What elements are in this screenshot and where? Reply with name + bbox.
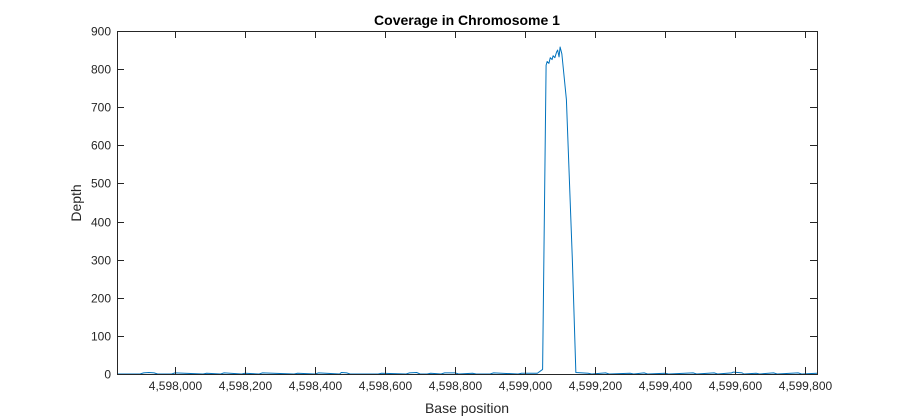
x-tick-label: 4,599,000 (499, 379, 553, 393)
axes-frame (117, 31, 818, 375)
x-tick-label: 4,599,400 (639, 379, 693, 393)
x-tick-label: 4,599,200 (569, 379, 623, 393)
y-tick-label: 600 (91, 139, 111, 153)
y-tick-label: 500 (91, 177, 111, 191)
x-tick-label: 4,598,000 (149, 379, 203, 393)
x-tick-label: 4,599,800 (779, 379, 833, 393)
axes: 4,598,000 4,598,200 4,598,400 4,598,600 4,59… (91, 25, 833, 394)
y-tick-label: 800 (91, 63, 111, 77)
x-tick-label: 4,599,600 (709, 379, 763, 393)
y-tick-label: 100 (91, 330, 111, 344)
series-line (117, 46, 818, 375)
y-tick-label: 200 (91, 292, 111, 306)
x-tick-label: 4,598,400 (289, 379, 343, 393)
x-tick-label: 4,598,200 (219, 379, 273, 393)
chart-title: Coverage in Chromosome 1 (374, 12, 560, 28)
x-tick-label: 4,598,800 (429, 379, 483, 393)
y-tick-label: 400 (91, 216, 111, 230)
x-tick-label: 4,598,600 (359, 379, 413, 393)
y-tick-label: 900 (91, 25, 111, 39)
y-axis-title: Depth (68, 184, 84, 221)
y-tick-label: 0 (104, 368, 111, 382)
plot-area (117, 46, 818, 375)
y-tick-label: 700 (91, 101, 111, 115)
x-axis-title: Base position (425, 400, 509, 416)
y-tick-label: 300 (91, 254, 111, 268)
